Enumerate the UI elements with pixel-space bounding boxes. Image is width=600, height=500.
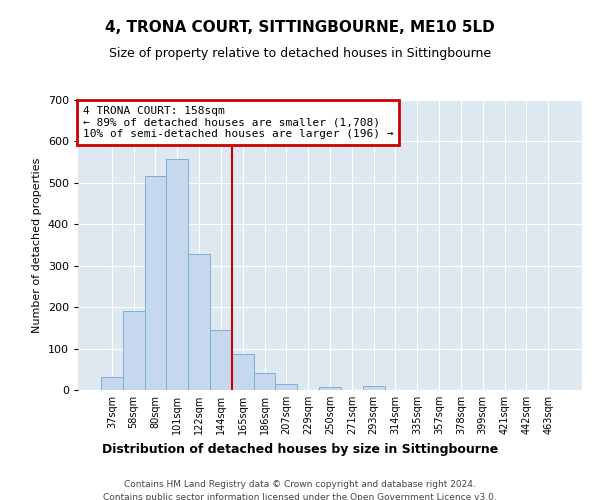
- Bar: [275, 384, 297, 390]
- Bar: [101, 376, 123, 390]
- Bar: [123, 312, 145, 390]
- Text: 4 TRONA COURT: 158sqm
← 89% of detached houses are smaller (1,708)
10% of semi-d: 4 TRONA COURT: 158sqm ← 89% of detached …: [83, 106, 394, 139]
- Bar: [363, 386, 385, 390]
- Bar: [232, 354, 254, 390]
- Text: Size of property relative to detached houses in Sittingbourne: Size of property relative to detached ho…: [109, 48, 491, 60]
- Bar: [254, 374, 275, 390]
- Bar: [145, 176, 166, 390]
- Text: Distribution of detached houses by size in Sittingbourne: Distribution of detached houses by size …: [102, 442, 498, 456]
- Bar: [319, 386, 341, 390]
- Text: Contains HM Land Registry data © Crown copyright and database right 2024.: Contains HM Land Registry data © Crown c…: [124, 480, 476, 489]
- Text: 4, TRONA COURT, SITTINGBOURNE, ME10 5LD: 4, TRONA COURT, SITTINGBOURNE, ME10 5LD: [105, 20, 495, 35]
- Bar: [210, 330, 232, 390]
- Bar: [188, 254, 210, 390]
- Bar: [166, 159, 188, 390]
- Text: Contains public sector information licensed under the Open Government Licence v3: Contains public sector information licen…: [103, 492, 497, 500]
- Y-axis label: Number of detached properties: Number of detached properties: [32, 158, 42, 332]
